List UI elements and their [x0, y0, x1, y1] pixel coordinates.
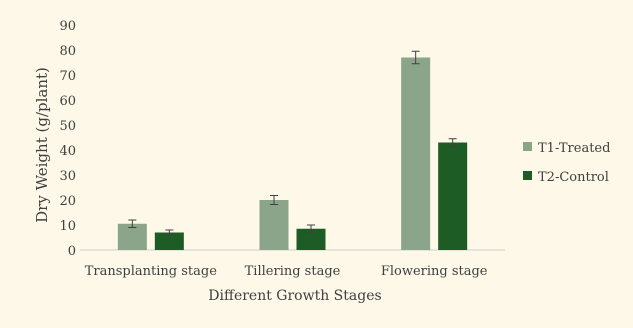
error-bar [165, 229, 174, 236]
x-tick-label: Transplanting stage [85, 264, 217, 279]
y-tick-label: 90 [59, 19, 76, 34]
x-tick-label: Tillering stage [245, 264, 341, 279]
bar-t1-treated-2 [401, 57, 431, 250]
x-axis-label: Different Growth Stages [208, 288, 381, 304]
y-tick-label: 50 [59, 119, 76, 134]
x-axis-ticks: Transplanting stage Tillering stage Flower… [85, 264, 488, 279]
y-axis-label: Dry Weight (g/plant) [33, 67, 51, 223]
bar-t2-control-0 [154, 232, 184, 250]
y-tick-label: 0 [68, 244, 76, 259]
error-bar [307, 224, 315, 233]
bar-t1-treated-1 [259, 200, 289, 250]
error-bar [411, 50, 420, 65]
bar-t2-control-2 [438, 142, 468, 250]
x-tick-label: Flowering stage [381, 264, 488, 279]
legend: T1-Treated T2-Control [523, 141, 610, 185]
y-axis-ticks: 0 10 20 30 40 50 60 70 80 90 [59, 19, 76, 259]
legend-label: T2-Control [538, 170, 609, 185]
legend-swatch [523, 142, 532, 151]
y-tick-label: 70 [59, 69, 76, 84]
error-bar [448, 138, 457, 147]
y-tick-label: 20 [59, 194, 76, 209]
legend-swatch [523, 171, 532, 180]
y-tick-label: 40 [59, 144, 76, 159]
y-tick-label: 10 [59, 219, 76, 234]
error-bar [270, 195, 278, 205]
y-tick-label: 30 [59, 169, 76, 184]
y-tick-label: 80 [59, 44, 76, 59]
legend-label: T1-Treated [538, 141, 610, 156]
error-bar [128, 219, 137, 228]
bar-t2-control-1 [296, 228, 326, 250]
bar-t1-treated-0 [117, 223, 147, 250]
bars [117, 50, 468, 250]
y-tick-label: 60 [59, 94, 76, 109]
